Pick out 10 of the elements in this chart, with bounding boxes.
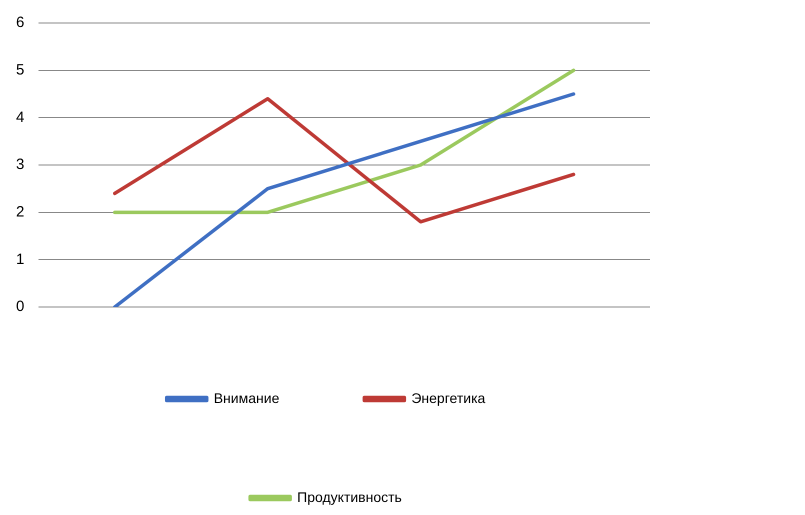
y-tick-label: 3 — [16, 156, 24, 174]
y-tick-label: 6 — [16, 14, 24, 32]
y-tick-label: 1 — [16, 250, 24, 268]
legend-label: Энергетика — [411, 390, 486, 406]
y-tick-label: 5 — [16, 61, 24, 78]
y-tick-label: 4 — [16, 108, 24, 126]
y-tick-label: 2 — [16, 203, 24, 220]
y-tick-label: 0 — [16, 298, 24, 316]
legend-label: Продуктивность — [297, 488, 402, 505]
legend-label: Внимание — [214, 390, 280, 406]
